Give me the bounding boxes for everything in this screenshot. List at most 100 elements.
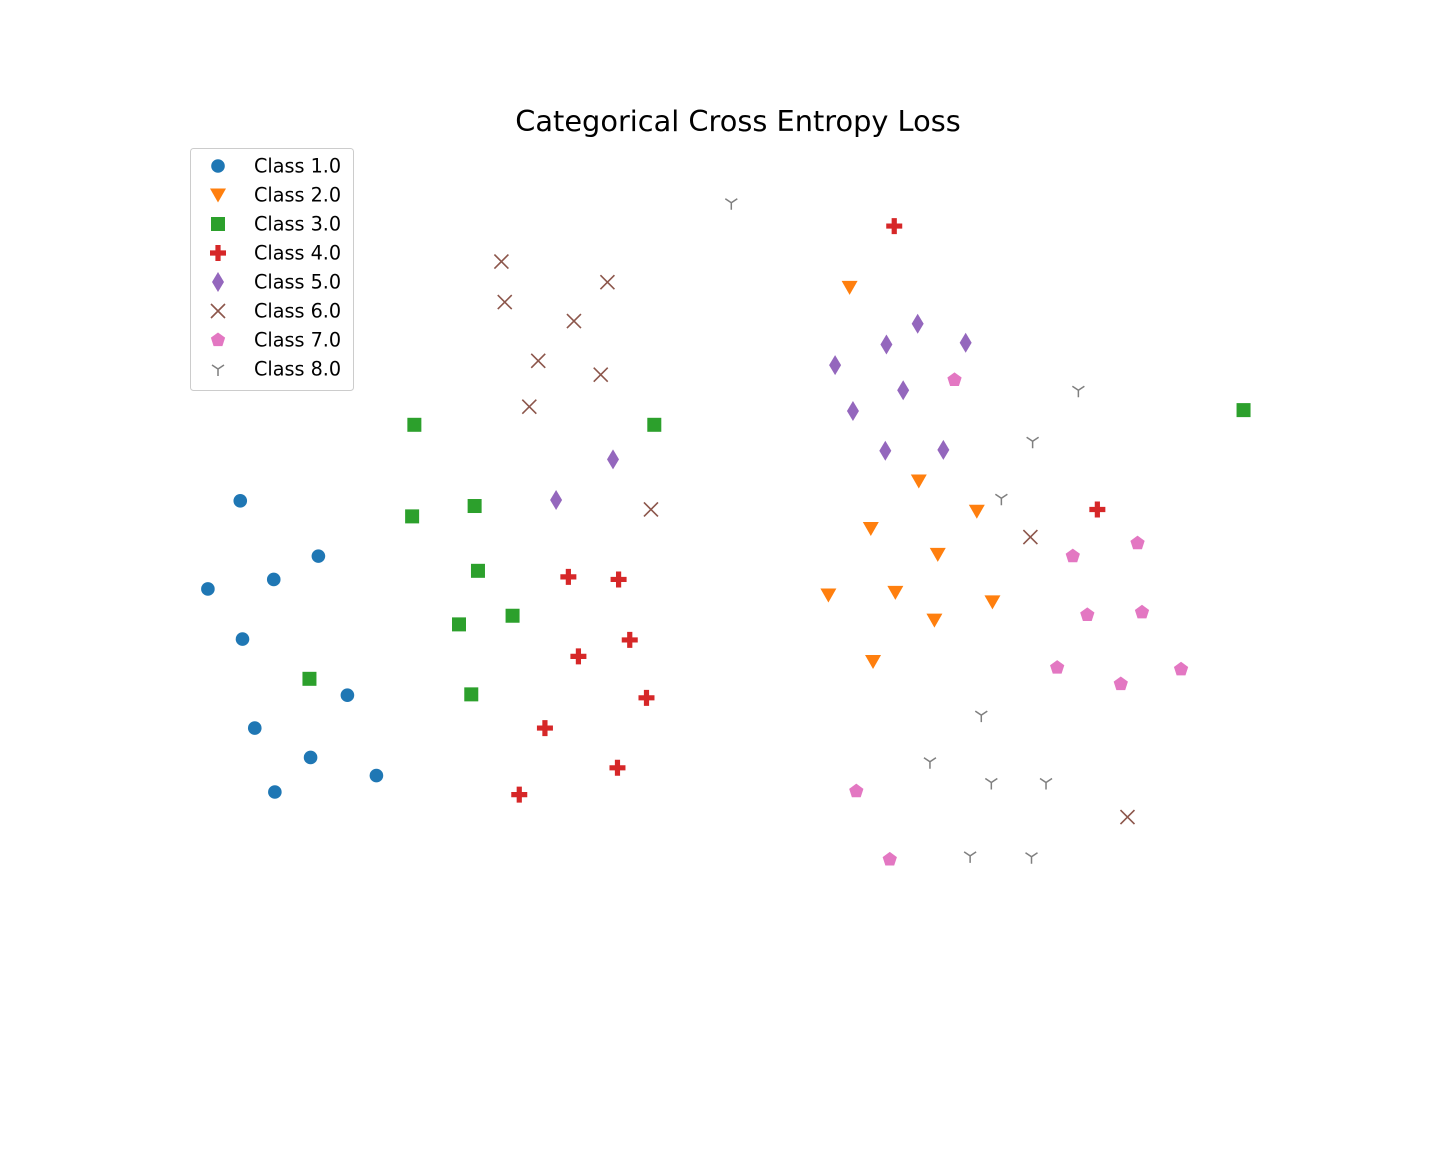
legend-box xyxy=(190,148,354,391)
class-7-point-6 xyxy=(1050,660,1065,674)
class-8-point-8 xyxy=(1039,777,1053,790)
class-3-point-6 xyxy=(505,608,520,623)
legend-label-class-2: Class 2.0 xyxy=(254,184,341,207)
legend-label-class-6: Class 6.0 xyxy=(254,300,341,323)
class-8-point-7 xyxy=(984,777,998,790)
class-6-point-7 xyxy=(521,399,537,415)
class-1-point-10 xyxy=(369,768,384,783)
class-7-point-4 xyxy=(1080,607,1095,621)
class-2-point-3 xyxy=(862,521,879,536)
class-1-point-6 xyxy=(340,688,355,703)
class-8-point-6 xyxy=(923,757,937,769)
class-3-point-10 xyxy=(1236,403,1251,418)
class-5-point-5 xyxy=(897,380,910,401)
class-1-point-1 xyxy=(233,494,248,508)
class-5-point-7 xyxy=(879,440,892,461)
legend-label-class-7: Class 7.0 xyxy=(254,329,341,352)
class-7-point-7 xyxy=(1113,676,1128,691)
class-7-point-5 xyxy=(1134,604,1150,619)
class-4-point-4 xyxy=(610,571,627,588)
class-2-point-2 xyxy=(910,474,927,489)
class-4-point-7 xyxy=(638,689,655,706)
class-5-point-2 xyxy=(880,334,893,355)
class-7-point-9 xyxy=(849,783,864,798)
class-6-point-6 xyxy=(593,367,609,383)
class-7-point-10 xyxy=(882,851,897,866)
class-8-point-1 xyxy=(724,198,738,210)
legend: Class 1.0 Class 2.0 Class 3.0 Class 4.0 Clas… xyxy=(190,148,354,391)
class-5-point-1 xyxy=(911,313,924,334)
class-4-point-6 xyxy=(621,631,638,648)
class-2-point-1 xyxy=(841,280,858,295)
points-layer xyxy=(201,198,1251,866)
class-8-point-5 xyxy=(974,710,988,723)
class-7-point-8 xyxy=(1173,661,1189,676)
class-5-point-4 xyxy=(829,355,842,376)
class-4-point-2 xyxy=(1089,501,1106,518)
class-1-point-9 xyxy=(268,785,282,799)
class-1-point-8 xyxy=(303,750,318,765)
legend-marker-class-2 xyxy=(210,188,226,203)
legend-label-class-1: Class 1.0 xyxy=(254,155,341,178)
class-2-point-7 xyxy=(887,585,904,600)
class-5-point-10 xyxy=(550,489,563,510)
class-4-point-3 xyxy=(560,568,577,585)
class-1-point-3 xyxy=(266,572,281,587)
class-7-point-3 xyxy=(1130,535,1145,550)
legend-label-class-5: Class 5.0 xyxy=(254,271,341,294)
class-5-point-9 xyxy=(607,449,620,470)
class-8-point-2 xyxy=(1071,385,1085,398)
class-4-point-1 xyxy=(886,218,903,235)
class-6-point-2 xyxy=(599,274,615,290)
class-4-point-5 xyxy=(570,648,587,665)
class-3-point-5 xyxy=(452,617,466,632)
legend-marker-class-7 xyxy=(210,332,226,347)
class-4-point-8 xyxy=(536,720,553,737)
class-6-point-3 xyxy=(497,294,513,310)
legend-marker-class-1 xyxy=(211,159,225,173)
legend-label-class-3: Class 3.0 xyxy=(254,213,341,236)
class-3-point-4 xyxy=(470,563,485,578)
class-8-point-10 xyxy=(1025,852,1038,864)
class-8-point-9 xyxy=(963,851,977,863)
class-3-point-8 xyxy=(464,687,479,702)
class-1-point-5 xyxy=(235,632,250,646)
class-6-point-10 xyxy=(1119,809,1136,825)
legend-marker-class-8 xyxy=(211,364,225,376)
class-5-point-6 xyxy=(846,400,859,421)
legend-marker-class-4 xyxy=(210,245,226,261)
class-7-point-2 xyxy=(1065,548,1080,563)
class-8-point-4 xyxy=(994,493,1008,506)
class-6-point-5 xyxy=(530,353,546,369)
class-2-point-6 xyxy=(820,588,837,603)
class-4-point-9 xyxy=(609,759,626,776)
class-8-point-3 xyxy=(1026,436,1040,449)
class-2-point-5 xyxy=(929,547,946,562)
class-4-point-10 xyxy=(511,786,528,803)
class-1-point-4 xyxy=(311,549,326,563)
class-3-point-2 xyxy=(405,509,420,524)
class-2-point-8 xyxy=(926,613,943,628)
class-2-point-4 xyxy=(968,504,985,519)
class-3-point-9 xyxy=(647,417,662,432)
class-1-point-7 xyxy=(247,721,262,735)
chart-title: Categorical Cross Entropy Loss xyxy=(515,104,960,138)
class-6-point-4 xyxy=(566,313,582,329)
class-5-point-8 xyxy=(937,439,950,460)
class-2-point-9 xyxy=(984,595,1001,610)
class-6-point-8 xyxy=(643,501,659,518)
class-6-point-9 xyxy=(1022,529,1038,545)
class-1-point-2 xyxy=(201,582,215,596)
legend-marker-class-3 xyxy=(211,217,225,231)
class-6-point-1 xyxy=(493,253,509,270)
legend-label-class-8: Class 8.0 xyxy=(254,358,341,381)
class-2-point-10 xyxy=(865,655,882,670)
class-5-point-3 xyxy=(959,332,972,353)
class-3-point-7 xyxy=(302,671,317,686)
legend-marker-class-6 xyxy=(210,303,226,319)
class-3-point-3 xyxy=(467,499,482,514)
legend-marker-class-5 xyxy=(212,272,224,292)
class-7-point-1 xyxy=(947,372,962,386)
class-3-point-1 xyxy=(407,417,422,432)
